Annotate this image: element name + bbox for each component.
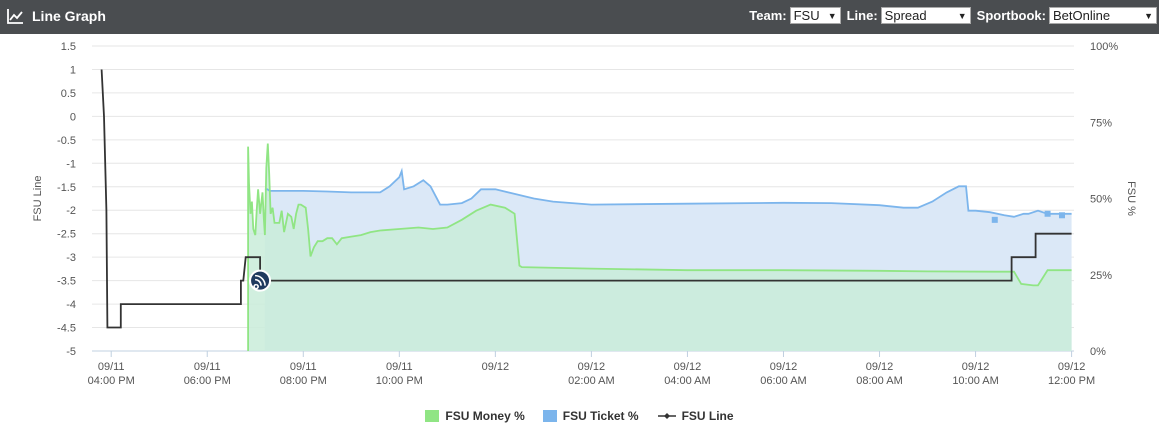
y-right-tick-label: 0% (1090, 346, 1106, 358)
sportbook-select[interactable]: BetOnline ▼ (1049, 7, 1157, 24)
y-left-axis-title: FSU Line (32, 176, 44, 222)
team-select-value: FSU (793, 8, 820, 23)
legend-line-label: FSU Line (681, 409, 734, 423)
sportbook-select-value: BetOnline (1053, 8, 1111, 23)
chart-legend: FSU Money % FSU Ticket % FSU Line (0, 409, 1159, 423)
x-tick-date-label: 09/12 (578, 361, 606, 373)
legend-item-money[interactable]: FSU Money % (425, 409, 525, 423)
money-series-line (247, 143, 1072, 351)
y-left-tick-label: 1 (70, 64, 76, 76)
y-left-tick-label: 0.5 (61, 88, 76, 100)
x-tick-time-label: 06:00 AM (760, 375, 806, 387)
ticket-series-line (264, 167, 1072, 218)
team-select[interactable]: FSU ▼ (789, 7, 841, 24)
x-tick-time-label: 10:00 PM (376, 375, 423, 387)
y-left-tick-label: -3 (66, 252, 76, 264)
line-label: Line: (846, 8, 878, 23)
legend-money-label: FSU Money % (445, 409, 525, 423)
chevron-down-icon: ▼ (957, 10, 967, 21)
feed-badge-icon (249, 269, 272, 292)
page-title: Line Graph (32, 8, 106, 24)
y-left-tick-label: -2.5 (57, 229, 76, 241)
x-tick-time-label: 08:00 AM (856, 375, 902, 387)
x-tick-date-label: 09/12 (866, 361, 894, 373)
legend-item-ticket[interactable]: FSU Ticket % (542, 409, 639, 423)
y-right-axis-title: FSU % (1125, 181, 1137, 216)
line-chart: 1.5 1 0.5 0 -0.5 -1 -1.5 -2 -2.5 -3 -3.5 -4 -4.5 -5 10… (32, 41, 1137, 387)
x-tick-date-label: 09/12 (770, 361, 798, 373)
sportbook-label: Sportbook: (976, 8, 1046, 23)
x-tick-date-label: 09/12 (674, 361, 702, 373)
ticket-marker (991, 216, 998, 223)
x-tick-time-label: 12:00 PM (1048, 375, 1095, 387)
line-chart-icon (7, 9, 23, 24)
x-tick-time-label: 08:00 PM (280, 375, 327, 387)
x-tick-time-label: 10:00 AM (952, 375, 998, 387)
x-tick-date-label: 09/11 (194, 361, 221, 373)
line-select[interactable]: Spread ▼ (880, 7, 971, 24)
y-left-tick-label: -0.5 (57, 135, 76, 147)
filter-controls: Team: FSU ▼ Line: Spread ▼ Sportbook: Be… (749, 7, 1157, 24)
y-right-tick-label: 25% (1090, 270, 1112, 282)
x-tick-time-label: 02:00 AM (568, 375, 614, 387)
y-left-tick-label: -1.5 (57, 182, 76, 194)
fsu-line-series (100, 69, 1072, 329)
y-left-tick-label: 1.5 (61, 41, 76, 53)
chevron-down-icon: ▼ (1144, 10, 1153, 21)
x-tick-date-label: 09/11 (98, 361, 125, 373)
y-left-tick-label: -3.5 (57, 276, 76, 288)
line-swatch (657, 413, 676, 419)
y-left-tick-label: 0 (70, 111, 76, 123)
x-tick-date-label: 09/12 (482, 361, 510, 373)
x-tick-time-label: 04:00 PM (88, 375, 135, 387)
header-bar: Line Graph Team: FSU ▼ Line: Spread ▼ Sp… (0, 0, 1159, 34)
team-label: Team: (749, 8, 787, 23)
y-left-tick-label: -4 (66, 299, 76, 311)
ticket-swatch (542, 410, 557, 422)
ticket-marker (1044, 210, 1051, 217)
legend-ticket-label: FSU Ticket % (562, 409, 639, 423)
x-tick-time-label: 06:00 PM (184, 375, 231, 387)
x-tick-date-label: 09/12 (962, 361, 990, 373)
legend-item-line[interactable]: FSU Line (657, 409, 734, 423)
y-left-tick-label: -2 (66, 205, 76, 217)
x-tick-date-label: 09/11 (290, 361, 317, 373)
money-swatch (425, 410, 440, 422)
y-left-tick-label: -1 (66, 158, 76, 170)
x-tick-date-label: 09/12 (1058, 361, 1086, 373)
line-select-value: Spread (884, 8, 927, 23)
ticket-marker (1058, 212, 1065, 219)
y-right-tick-label: 100% (1090, 41, 1118, 53)
y-right-tick-label: 50% (1090, 194, 1112, 206)
y-right-tick-label: 75% (1090, 117, 1112, 129)
money-area (248, 143, 1072, 351)
x-tick-date-label: 09/11 (386, 361, 413, 373)
x-tick-time-label: 04:00 AM (664, 375, 710, 387)
rss-icon (253, 274, 266, 290)
chevron-down-icon: ▼ (827, 10, 837, 21)
title-group: Line Graph (7, 8, 106, 24)
y-left-tick-label: -4.5 (57, 323, 76, 335)
y-left-tick-label: -5 (66, 346, 76, 358)
